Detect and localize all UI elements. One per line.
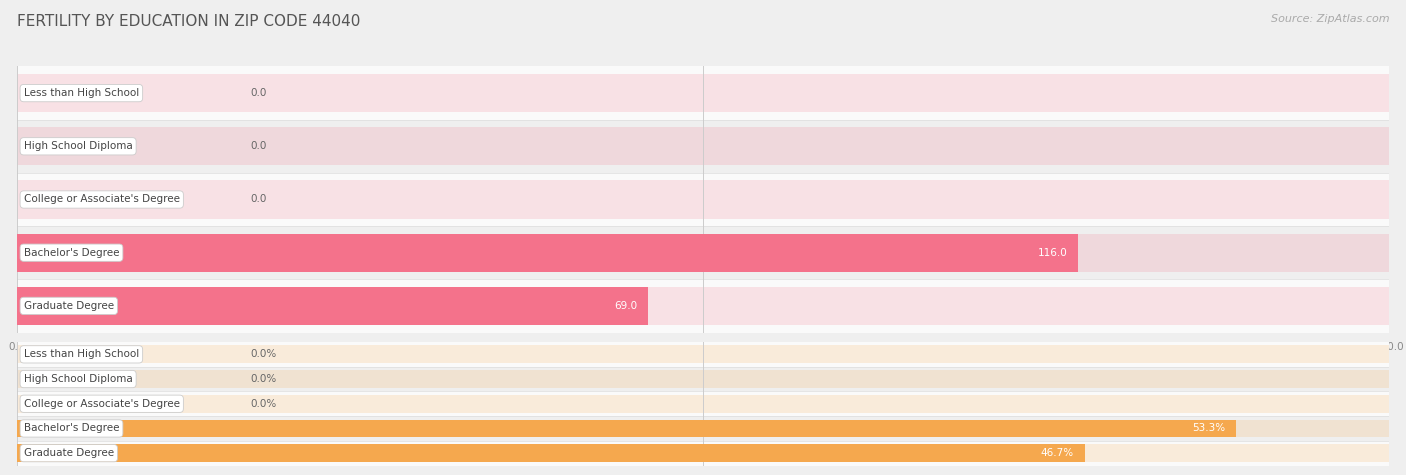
- Bar: [17, 416, 1389, 441]
- Bar: [17, 173, 1389, 226]
- Text: 0.0: 0.0: [250, 88, 267, 98]
- Text: Less than High School: Less than High School: [24, 349, 139, 360]
- Text: Bachelor's Degree: Bachelor's Degree: [24, 247, 120, 258]
- Text: 0.0: 0.0: [250, 141, 267, 152]
- Text: Graduate Degree: Graduate Degree: [24, 301, 114, 311]
- Bar: [17, 370, 1389, 388]
- Text: 0.0: 0.0: [250, 194, 267, 205]
- Text: 46.7%: 46.7%: [1040, 448, 1074, 458]
- Bar: [17, 444, 1389, 462]
- Bar: [17, 419, 1236, 437]
- Text: Less than High School: Less than High School: [24, 88, 139, 98]
- Text: College or Associate's Degree: College or Associate's Degree: [24, 194, 180, 205]
- Bar: [17, 234, 1389, 272]
- Bar: [17, 226, 1389, 279]
- Text: High School Diploma: High School Diploma: [24, 374, 132, 384]
- Text: Source: ZipAtlas.com: Source: ZipAtlas.com: [1271, 14, 1389, 24]
- Bar: [17, 66, 1389, 120]
- Bar: [17, 127, 1389, 165]
- Bar: [17, 342, 1389, 367]
- Text: College or Associate's Degree: College or Associate's Degree: [24, 399, 180, 409]
- Bar: [17, 441, 1389, 466]
- Text: 69.0: 69.0: [614, 301, 637, 311]
- Text: 53.3%: 53.3%: [1192, 423, 1225, 434]
- Bar: [17, 391, 1389, 416]
- Text: 0.0%: 0.0%: [250, 399, 277, 409]
- Bar: [17, 287, 1389, 325]
- Bar: [17, 279, 1389, 332]
- Bar: [17, 120, 1389, 173]
- Bar: [17, 419, 1389, 437]
- Bar: [17, 180, 1389, 218]
- Bar: [17, 287, 648, 325]
- Bar: [17, 367, 1389, 391]
- Text: 0.0%: 0.0%: [250, 374, 277, 384]
- Text: 116.0: 116.0: [1038, 247, 1067, 258]
- Text: Bachelor's Degree: Bachelor's Degree: [24, 423, 120, 434]
- Bar: [17, 444, 1085, 462]
- Bar: [17, 74, 1389, 112]
- Bar: [17, 345, 1389, 363]
- Text: High School Diploma: High School Diploma: [24, 141, 132, 152]
- Text: Graduate Degree: Graduate Degree: [24, 448, 114, 458]
- Bar: [17, 234, 1078, 272]
- Text: FERTILITY BY EDUCATION IN ZIP CODE 44040: FERTILITY BY EDUCATION IN ZIP CODE 44040: [17, 14, 360, 29]
- Bar: [17, 395, 1389, 413]
- Text: 0.0%: 0.0%: [250, 349, 277, 360]
